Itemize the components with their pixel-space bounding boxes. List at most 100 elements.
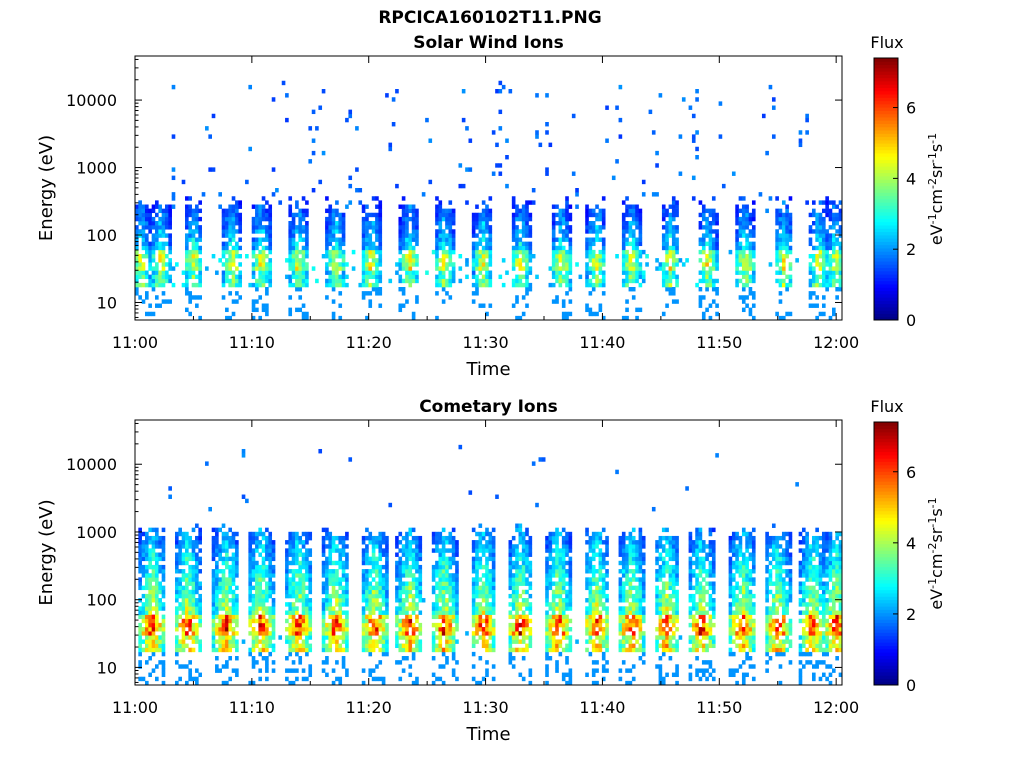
heatmap-cell <box>265 254 269 259</box>
heatmap-cell <box>665 258 669 263</box>
heatmap-cell <box>408 589 413 595</box>
heatmap-cell <box>748 274 753 280</box>
heatmap-cell <box>475 577 479 582</box>
heatmap-cell <box>525 589 529 595</box>
heatmap-cell <box>481 610 486 615</box>
heatmap-cell <box>405 656 409 661</box>
heatmap-cell <box>815 278 819 284</box>
heatmap-cell <box>218 581 222 586</box>
heatmap-cell <box>488 233 493 238</box>
heatmap-cell <box>215 664 219 669</box>
heatmap-cell <box>148 593 152 599</box>
heatmap-cell <box>178 676 182 682</box>
heatmap-cell <box>551 282 556 288</box>
colorbar-segment <box>874 116 898 121</box>
heatmap-cell <box>308 668 313 673</box>
heatmap-cell <box>375 627 379 632</box>
heatmap-cell <box>558 593 563 599</box>
heatmap-cell <box>815 233 819 238</box>
heatmap-cell <box>748 241 753 247</box>
heatmap-cell <box>188 602 192 607</box>
heatmap-cell <box>561 631 566 636</box>
heatmap-cell <box>715 303 719 308</box>
heatmap-cell <box>551 237 556 242</box>
heatmap-cell <box>258 208 263 214</box>
heatmap-cell <box>545 639 549 644</box>
heatmap-cell <box>518 639 523 644</box>
heatmap-cell <box>401 278 406 284</box>
heatmap-cell <box>191 295 196 300</box>
heatmap-cell <box>155 262 159 267</box>
colorbar-segment <box>874 110 898 115</box>
heatmap-cell <box>838 241 843 247</box>
heatmap-cell <box>781 225 786 230</box>
heatmap-cell <box>468 138 473 143</box>
heatmap-cell <box>585 278 589 284</box>
heatmap-cell <box>528 631 533 636</box>
heatmap-cell <box>285 618 289 624</box>
heatmap-cell <box>748 254 753 259</box>
heatmap-cell <box>695 155 699 160</box>
heatmap-cell <box>331 635 336 640</box>
heatmap-cell <box>175 598 179 603</box>
heatmap-cell <box>151 618 156 624</box>
heatmap-cell <box>401 606 406 611</box>
heatmap-cell <box>138 651 142 657</box>
heatmap-cell <box>511 233 516 238</box>
heatmap-cell <box>551 606 556 611</box>
heatmap-cell <box>741 221 746 226</box>
heatmap-cell <box>188 540 192 545</box>
heatmap-cell <box>521 635 526 640</box>
heatmap-cell <box>415 221 419 226</box>
heatmap-cell <box>151 643 156 649</box>
heatmap-cell <box>191 647 196 653</box>
heatmap-cell <box>338 254 343 259</box>
heatmap-cell <box>621 225 626 230</box>
heatmap-cell <box>825 262 829 267</box>
heatmap-cell <box>565 196 569 201</box>
heatmap-cell <box>385 564 389 570</box>
heatmap-cell <box>268 589 273 595</box>
heatmap-cell <box>378 249 383 255</box>
heatmap-cell <box>475 233 479 238</box>
heatmap-cell <box>595 254 599 259</box>
heatmap-cell <box>415 593 419 599</box>
heatmap-cell <box>345 593 349 599</box>
heatmap-cell <box>261 627 266 632</box>
heatmap-cell <box>441 556 446 562</box>
heatmap-cell <box>411 221 416 226</box>
heatmap-cell <box>481 643 486 649</box>
heatmap-cell <box>525 303 529 308</box>
heatmap-cell <box>808 295 813 300</box>
heatmap-cell <box>415 548 419 553</box>
heatmap-cell <box>785 229 789 234</box>
heatmap-cell <box>515 585 519 591</box>
heatmap-cell <box>635 225 639 230</box>
heatmap-cell <box>291 266 296 271</box>
heatmap-cell <box>188 311 192 317</box>
heatmap-cell <box>371 585 376 591</box>
heatmap-cell <box>191 245 196 251</box>
heatmap-cell <box>488 610 493 615</box>
heatmap-cell <box>558 573 563 578</box>
heatmap-cell <box>781 278 786 284</box>
heatmap-cell <box>385 585 389 591</box>
heatmap-cell <box>708 225 713 230</box>
heatmap-cell <box>321 569 326 574</box>
heatmap-cell <box>395 618 399 624</box>
heatmap-cell <box>368 274 373 280</box>
heatmap-cell <box>821 233 826 238</box>
heatmap-cell <box>418 535 423 541</box>
heatmap-cell <box>305 643 309 649</box>
heatmap-cell <box>535 274 539 280</box>
heatmap-cell <box>488 212 493 218</box>
heatmap-cell <box>161 221 166 226</box>
heatmap-cell <box>368 569 373 574</box>
heatmap-cell <box>745 303 749 308</box>
heatmap-cell <box>265 262 269 267</box>
heatmap-cell <box>218 258 222 263</box>
heatmap-cell <box>478 216 483 222</box>
heatmap-cell <box>325 581 329 586</box>
heatmap-cell <box>155 270 159 275</box>
heatmap-cell <box>438 548 443 553</box>
